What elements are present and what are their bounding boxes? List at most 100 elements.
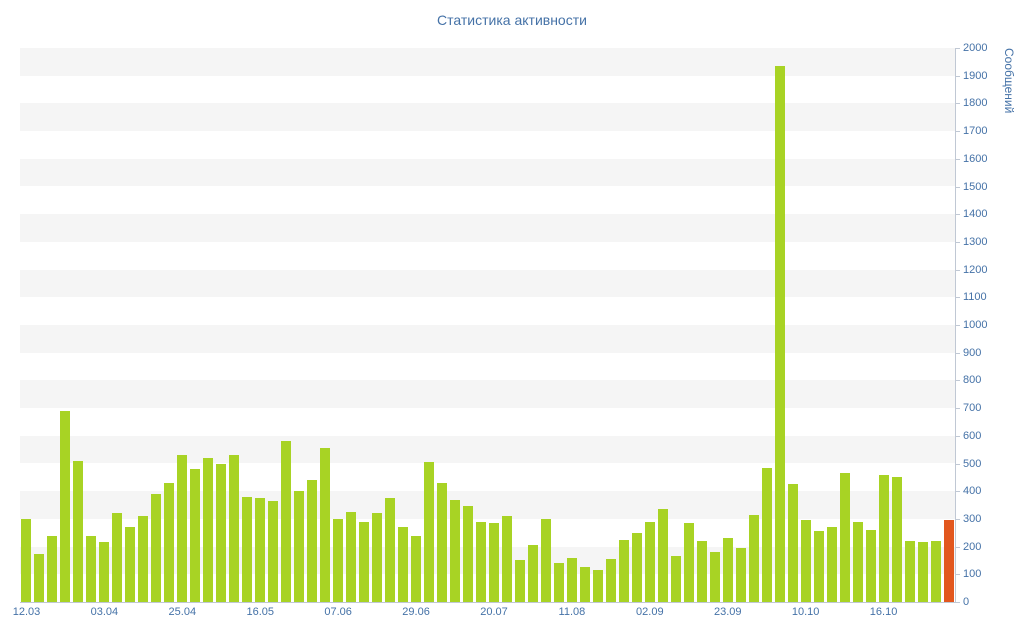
activity-bar[interactable] — [618, 539, 629, 602]
activity-bar[interactable] — [826, 527, 837, 602]
y-axis-tick — [955, 269, 960, 271]
y-axis-tick — [955, 546, 960, 548]
y-axis-tick-label: 1300 — [963, 235, 988, 248]
y-axis-tick-label: 1000 — [963, 319, 988, 331]
activity-bar[interactable] — [216, 463, 227, 602]
activity-bar[interactable] — [527, 545, 538, 602]
activity-bar[interactable] — [852, 521, 863, 602]
activity-bar[interactable] — [99, 542, 110, 602]
y-axis-tick-label: 400 — [963, 485, 982, 498]
grid-band — [20, 48, 955, 76]
activity-bar[interactable] — [839, 473, 850, 602]
activity-bar[interactable] — [34, 553, 45, 602]
y-axis-tick — [955, 574, 960, 576]
activity-bar[interactable] — [346, 511, 357, 602]
activity-bar[interactable] — [112, 513, 123, 602]
activity-bar[interactable] — [203, 457, 214, 602]
chart-title: Статистика активности — [437, 12, 587, 28]
activity-bar[interactable] — [631, 532, 642, 602]
activity-bar[interactable] — [592, 570, 603, 602]
activity-bar[interactable] — [125, 527, 136, 602]
activity-bar[interactable] — [865, 529, 876, 602]
activity-bar[interactable] — [657, 509, 668, 602]
activity-bar[interactable] — [437, 482, 448, 602]
activity-bar[interactable] — [372, 513, 383, 602]
y-axis-tick — [955, 297, 960, 299]
activity-bar[interactable] — [73, 460, 84, 602]
activity-bar[interactable] — [605, 559, 616, 602]
activity-bar[interactable] — [281, 441, 292, 602]
activity-bar[interactable] — [333, 518, 344, 602]
activity-bar[interactable] — [151, 493, 162, 602]
activity-bar[interactable] — [47, 535, 58, 602]
y-axis-tick-label: 1900 — [963, 69, 988, 82]
y-axis-tick — [955, 602, 960, 603]
plot-area — [20, 48, 955, 602]
activity-bar[interactable] — [268, 500, 279, 602]
activity-bar[interactable] — [320, 448, 331, 602]
activity-bar[interactable] — [761, 467, 772, 602]
activity-bar[interactable] — [540, 518, 551, 602]
activity-bar[interactable] — [878, 474, 889, 602]
activity-bar[interactable] — [644, 521, 655, 602]
activity-bar[interactable] — [787, 484, 798, 602]
activity-bar[interactable] — [190, 469, 201, 602]
activity-bar[interactable] — [398, 527, 409, 602]
y-axis-tick — [955, 435, 960, 437]
activity-bar[interactable] — [800, 520, 811, 602]
y-axis-tick-label: 1700 — [963, 125, 988, 138]
activity-bar[interactable] — [670, 556, 681, 602]
activity-bar[interactable] — [476, 521, 486, 602]
y-axis-tick-label: 300 — [963, 512, 982, 525]
grid-band — [20, 325, 955, 353]
activity-bar[interactable] — [463, 506, 474, 602]
x-axis-tick-label: 16.05 — [246, 606, 274, 618]
grid-band — [20, 435, 955, 464]
y-axis-tick-label: 500 — [963, 457, 982, 470]
x-axis-tick-label: 16.10 — [869, 606, 898, 618]
activity-bar[interactable] — [359, 521, 370, 602]
activity-bar[interactable] — [579, 567, 590, 602]
y-axis-tick — [955, 380, 960, 382]
x-axis-tick-label: 03.04 — [90, 606, 119, 618]
activity-bar[interactable] — [514, 560, 525, 602]
activity-bar[interactable] — [774, 66, 785, 602]
activity-bar[interactable] — [904, 541, 915, 602]
activity-bar[interactable] — [709, 552, 720, 602]
activity-bar[interactable] — [488, 523, 499, 602]
activity-bar[interactable] — [424, 462, 435, 602]
activity-bar[interactable] — [501, 516, 512, 602]
activity-bar[interactable] — [943, 520, 954, 602]
activity-bar[interactable] — [696, 541, 707, 602]
activity-bar[interactable] — [722, 538, 733, 602]
activity-bar[interactable] — [307, 480, 318, 602]
grid-band — [20, 103, 955, 132]
activity-bar[interactable] — [385, 498, 396, 602]
activity-bar[interactable] — [60, 410, 71, 602]
activity-bar[interactable] — [917, 542, 928, 602]
activity-bar[interactable] — [411, 535, 422, 602]
y-axis-tick — [955, 463, 960, 465]
activity-bar[interactable] — [138, 516, 149, 602]
activity-bar[interactable] — [930, 541, 941, 602]
activity-bar[interactable] — [177, 455, 188, 602]
y-axis-tick — [955, 158, 960, 160]
activity-bar[interactable] — [553, 563, 564, 602]
activity-bar[interactable] — [294, 491, 305, 602]
y-axis-tick — [955, 103, 960, 105]
activity-bar[interactable] — [891, 477, 902, 602]
activity-bar[interactable] — [21, 518, 32, 602]
activity-bar[interactable] — [683, 523, 694, 602]
activity-bar[interactable] — [255, 498, 266, 602]
activity-bar[interactable] — [748, 514, 759, 602]
y-axis-tick — [955, 325, 960, 326]
activity-bar[interactable] — [735, 548, 746, 602]
activity-bar[interactable] — [86, 535, 97, 602]
activity-bar[interactable] — [813, 531, 824, 602]
activity-bar[interactable] — [229, 455, 240, 602]
y-axis-tick — [955, 352, 960, 354]
activity-bar[interactable] — [164, 482, 175, 602]
activity-bar[interactable] — [242, 496, 253, 602]
activity-bar[interactable] — [566, 557, 577, 602]
activity-bar[interactable] — [450, 499, 461, 602]
